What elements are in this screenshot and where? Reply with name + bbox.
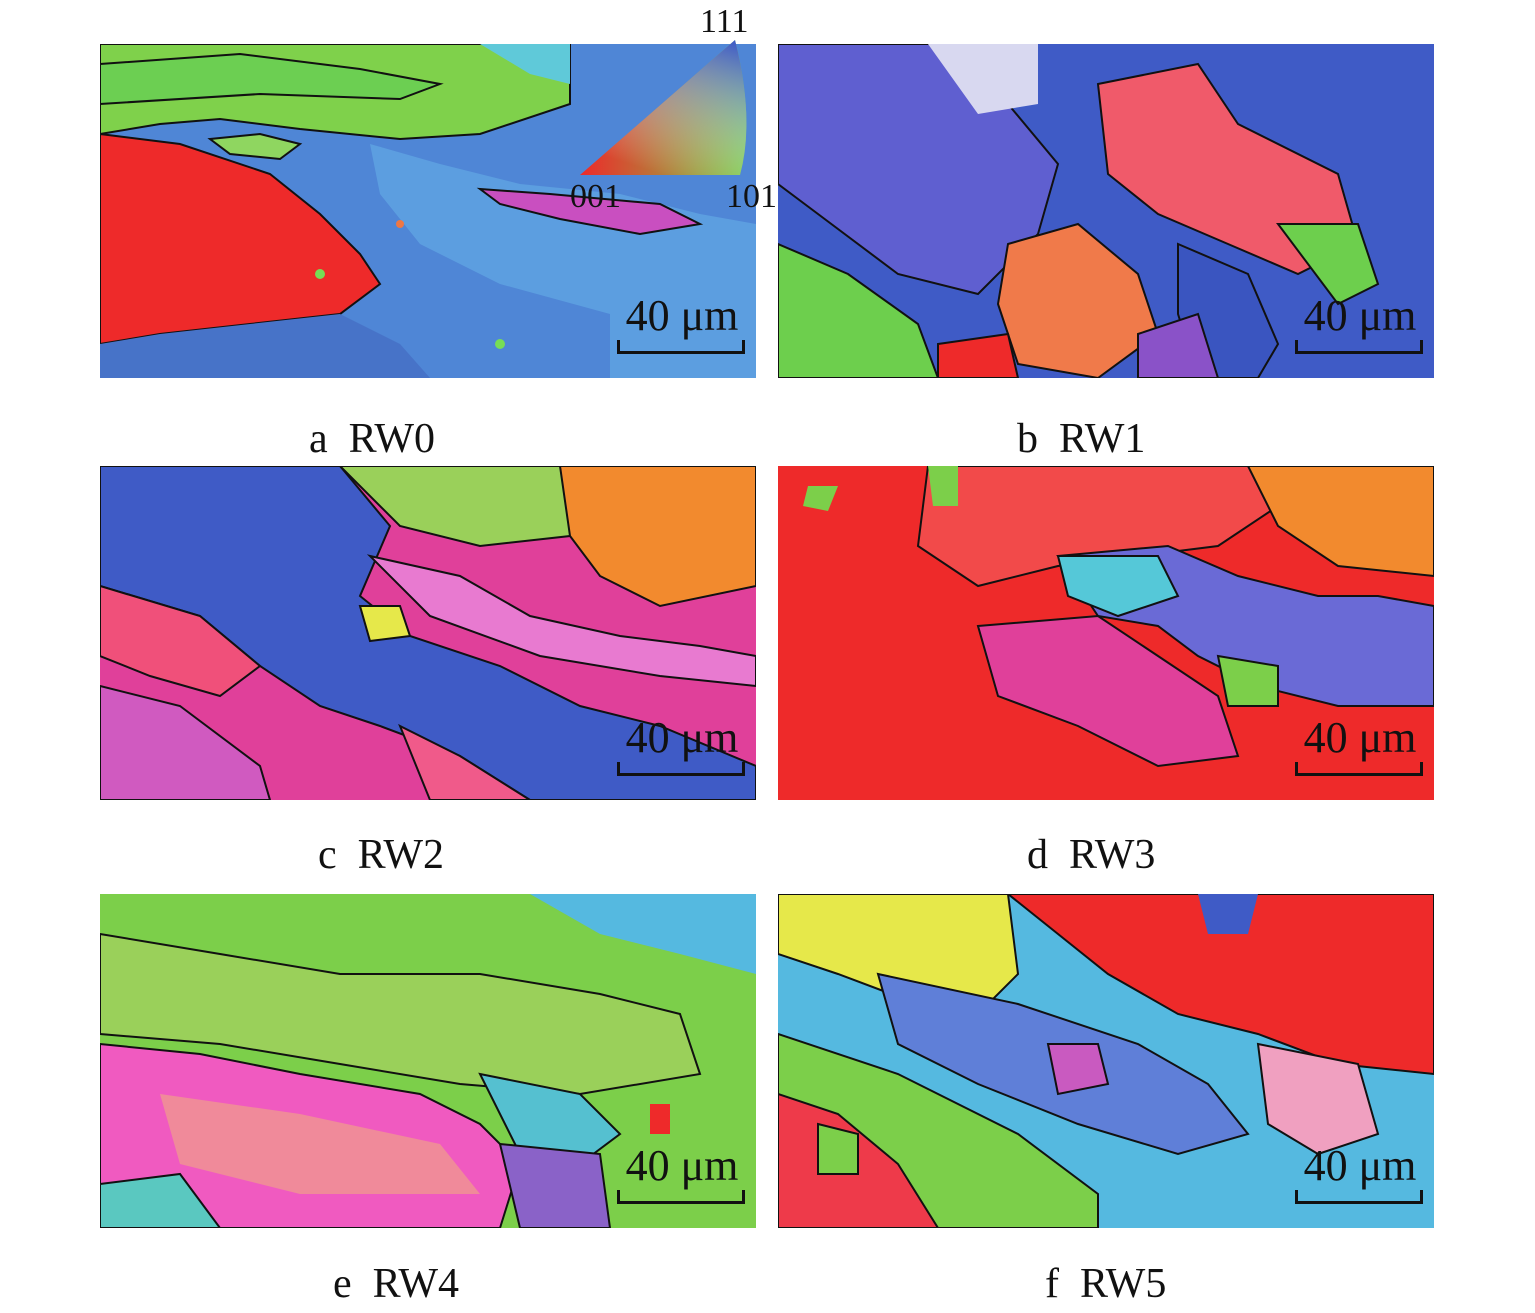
scale-label: 40 μm — [1303, 713, 1417, 762]
ebsd-map-rw1 — [778, 44, 1434, 378]
ebsd-map-rw3 — [778, 466, 1434, 800]
scale-bar: 40 μm — [612, 294, 752, 354]
scale-bar: 40 μm — [1290, 294, 1430, 354]
ipf-map-svg — [778, 466, 1434, 800]
scale-line — [617, 1190, 745, 1204]
panel-d: 40 μm — [778, 466, 1434, 800]
scale-line — [1295, 340, 1423, 354]
scale-line — [617, 340, 745, 354]
ipf-map-svg — [778, 44, 1434, 378]
ebsd-map-rw0 — [100, 44, 756, 378]
ipf-label-101: 101 — [726, 178, 777, 215]
ipf-triangle — [580, 40, 747, 175]
ipf-map-svg — [100, 44, 756, 378]
panel-f: 40 μm — [778, 894, 1434, 1228]
scale-label: 40 μm — [1303, 1141, 1417, 1190]
scale-label: 40 μm — [1303, 291, 1417, 340]
panel-caption-e: e RW4 — [333, 1261, 459, 1307]
scale-line — [617, 762, 745, 776]
panel-c: 40 μm — [100, 466, 756, 800]
panel-caption-d: d RW3 — [1027, 832, 1156, 878]
panel-caption-f: f RW5 — [1045, 1261, 1167, 1307]
ebsd-map-rw5 — [778, 894, 1434, 1228]
panel-b: 40 μm — [778, 44, 1434, 378]
panel-caption-a: a RW0 — [309, 416, 435, 462]
panel-caption-b: b RW1 — [1017, 416, 1146, 462]
ebsd-map-rw2 — [100, 466, 756, 800]
ipf-color-key: 111 001 101 — [560, 0, 790, 215]
scale-label: 40 μm — [625, 291, 739, 340]
ipf-label-111: 111 — [700, 3, 749, 40]
scale-bar: 40 μm — [612, 716, 752, 776]
ebsd-map-rw4 — [100, 894, 756, 1228]
scale-bar: 40 μm — [1290, 1144, 1430, 1204]
scale-bar: 40 μm — [612, 1144, 752, 1204]
scale-line — [1295, 762, 1423, 776]
ipf-map-svg — [100, 894, 756, 1228]
panel-e: 40 μm — [100, 894, 756, 1228]
scale-label: 40 μm — [625, 713, 739, 762]
panel-a: 40 μm — [100, 44, 756, 378]
panel-caption-c: c RW2 — [318, 832, 444, 878]
scale-bar: 40 μm — [1290, 716, 1430, 776]
ipf-map-svg — [778, 894, 1434, 1228]
ipf-label-001: 001 — [570, 178, 621, 215]
scale-line — [1295, 1190, 1423, 1204]
scale-label: 40 μm — [625, 1141, 739, 1190]
ipf-map-svg — [100, 466, 756, 800]
